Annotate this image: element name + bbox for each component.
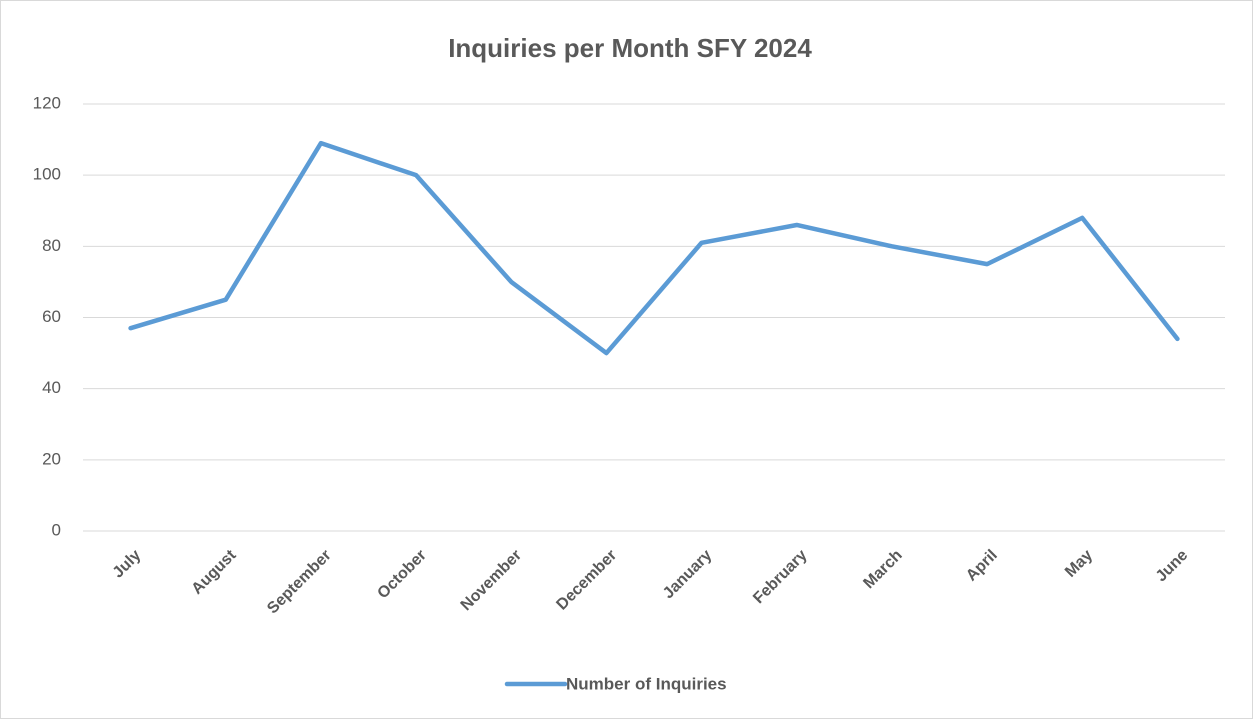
y-tick-label: 100	[33, 165, 61, 184]
y-tick-label: 60	[42, 307, 61, 326]
y-tick-label: 20	[42, 449, 61, 468]
y-tick-label: 40	[42, 378, 61, 397]
y-tick-label: 0	[52, 520, 61, 539]
y-tick-label: 80	[42, 236, 61, 255]
chart-title: Inquiries per Month SFY 2024	[448, 33, 812, 63]
legend-label: Number of Inquiries	[566, 674, 727, 693]
y-tick-label: 120	[33, 93, 61, 112]
series-line	[128, 140, 1180, 356]
